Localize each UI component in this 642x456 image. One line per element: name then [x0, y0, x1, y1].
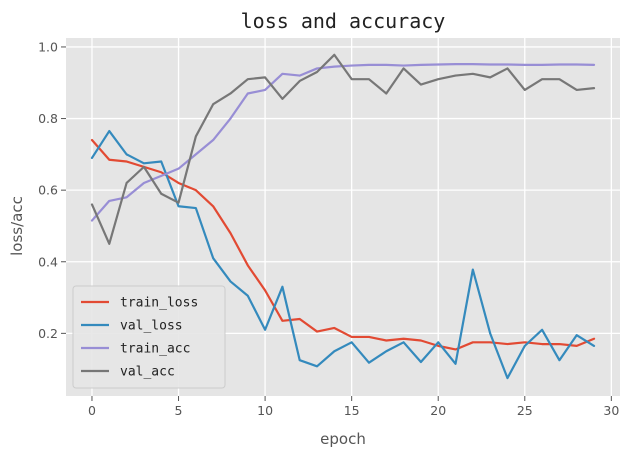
- x-tick-label: 5: [175, 403, 183, 418]
- series-line-val-acc: [90, 53, 596, 245]
- chart-title: loss and accuracy: [241, 9, 446, 33]
- y-axis-label: loss/acc: [8, 196, 26, 256]
- x-axis-label: epoch: [320, 430, 366, 448]
- y-tick-label: 0.4: [38, 254, 58, 269]
- y-tick-label: 0.6: [38, 183, 58, 198]
- y-tick-label: 0.8: [38, 111, 58, 126]
- x-tick-label: 0: [88, 403, 96, 418]
- series-line-val-loss: [90, 129, 596, 380]
- y-tick-label: 0.2: [38, 326, 58, 341]
- x-tick-label: 15: [344, 403, 360, 418]
- x-tick-label: 30: [603, 403, 619, 418]
- x-tick-label: 20: [430, 403, 446, 418]
- legend-label-train-acc: train_acc: [120, 342, 190, 357]
- series-line-train-loss: [90, 138, 596, 351]
- legend: train_loss val_loss train_acc val_acc: [72, 285, 226, 389]
- legend-label-val-acc: val_acc: [120, 365, 175, 380]
- y-tick-label: 1.0: [38, 39, 58, 54]
- legend-box: [72, 285, 226, 389]
- legend-label-val-loss: val_loss: [120, 319, 183, 334]
- legend-label-train-loss: train_loss: [120, 296, 198, 311]
- x-tick-label: 25: [517, 403, 533, 418]
- x-tick-label: 10: [257, 403, 273, 418]
